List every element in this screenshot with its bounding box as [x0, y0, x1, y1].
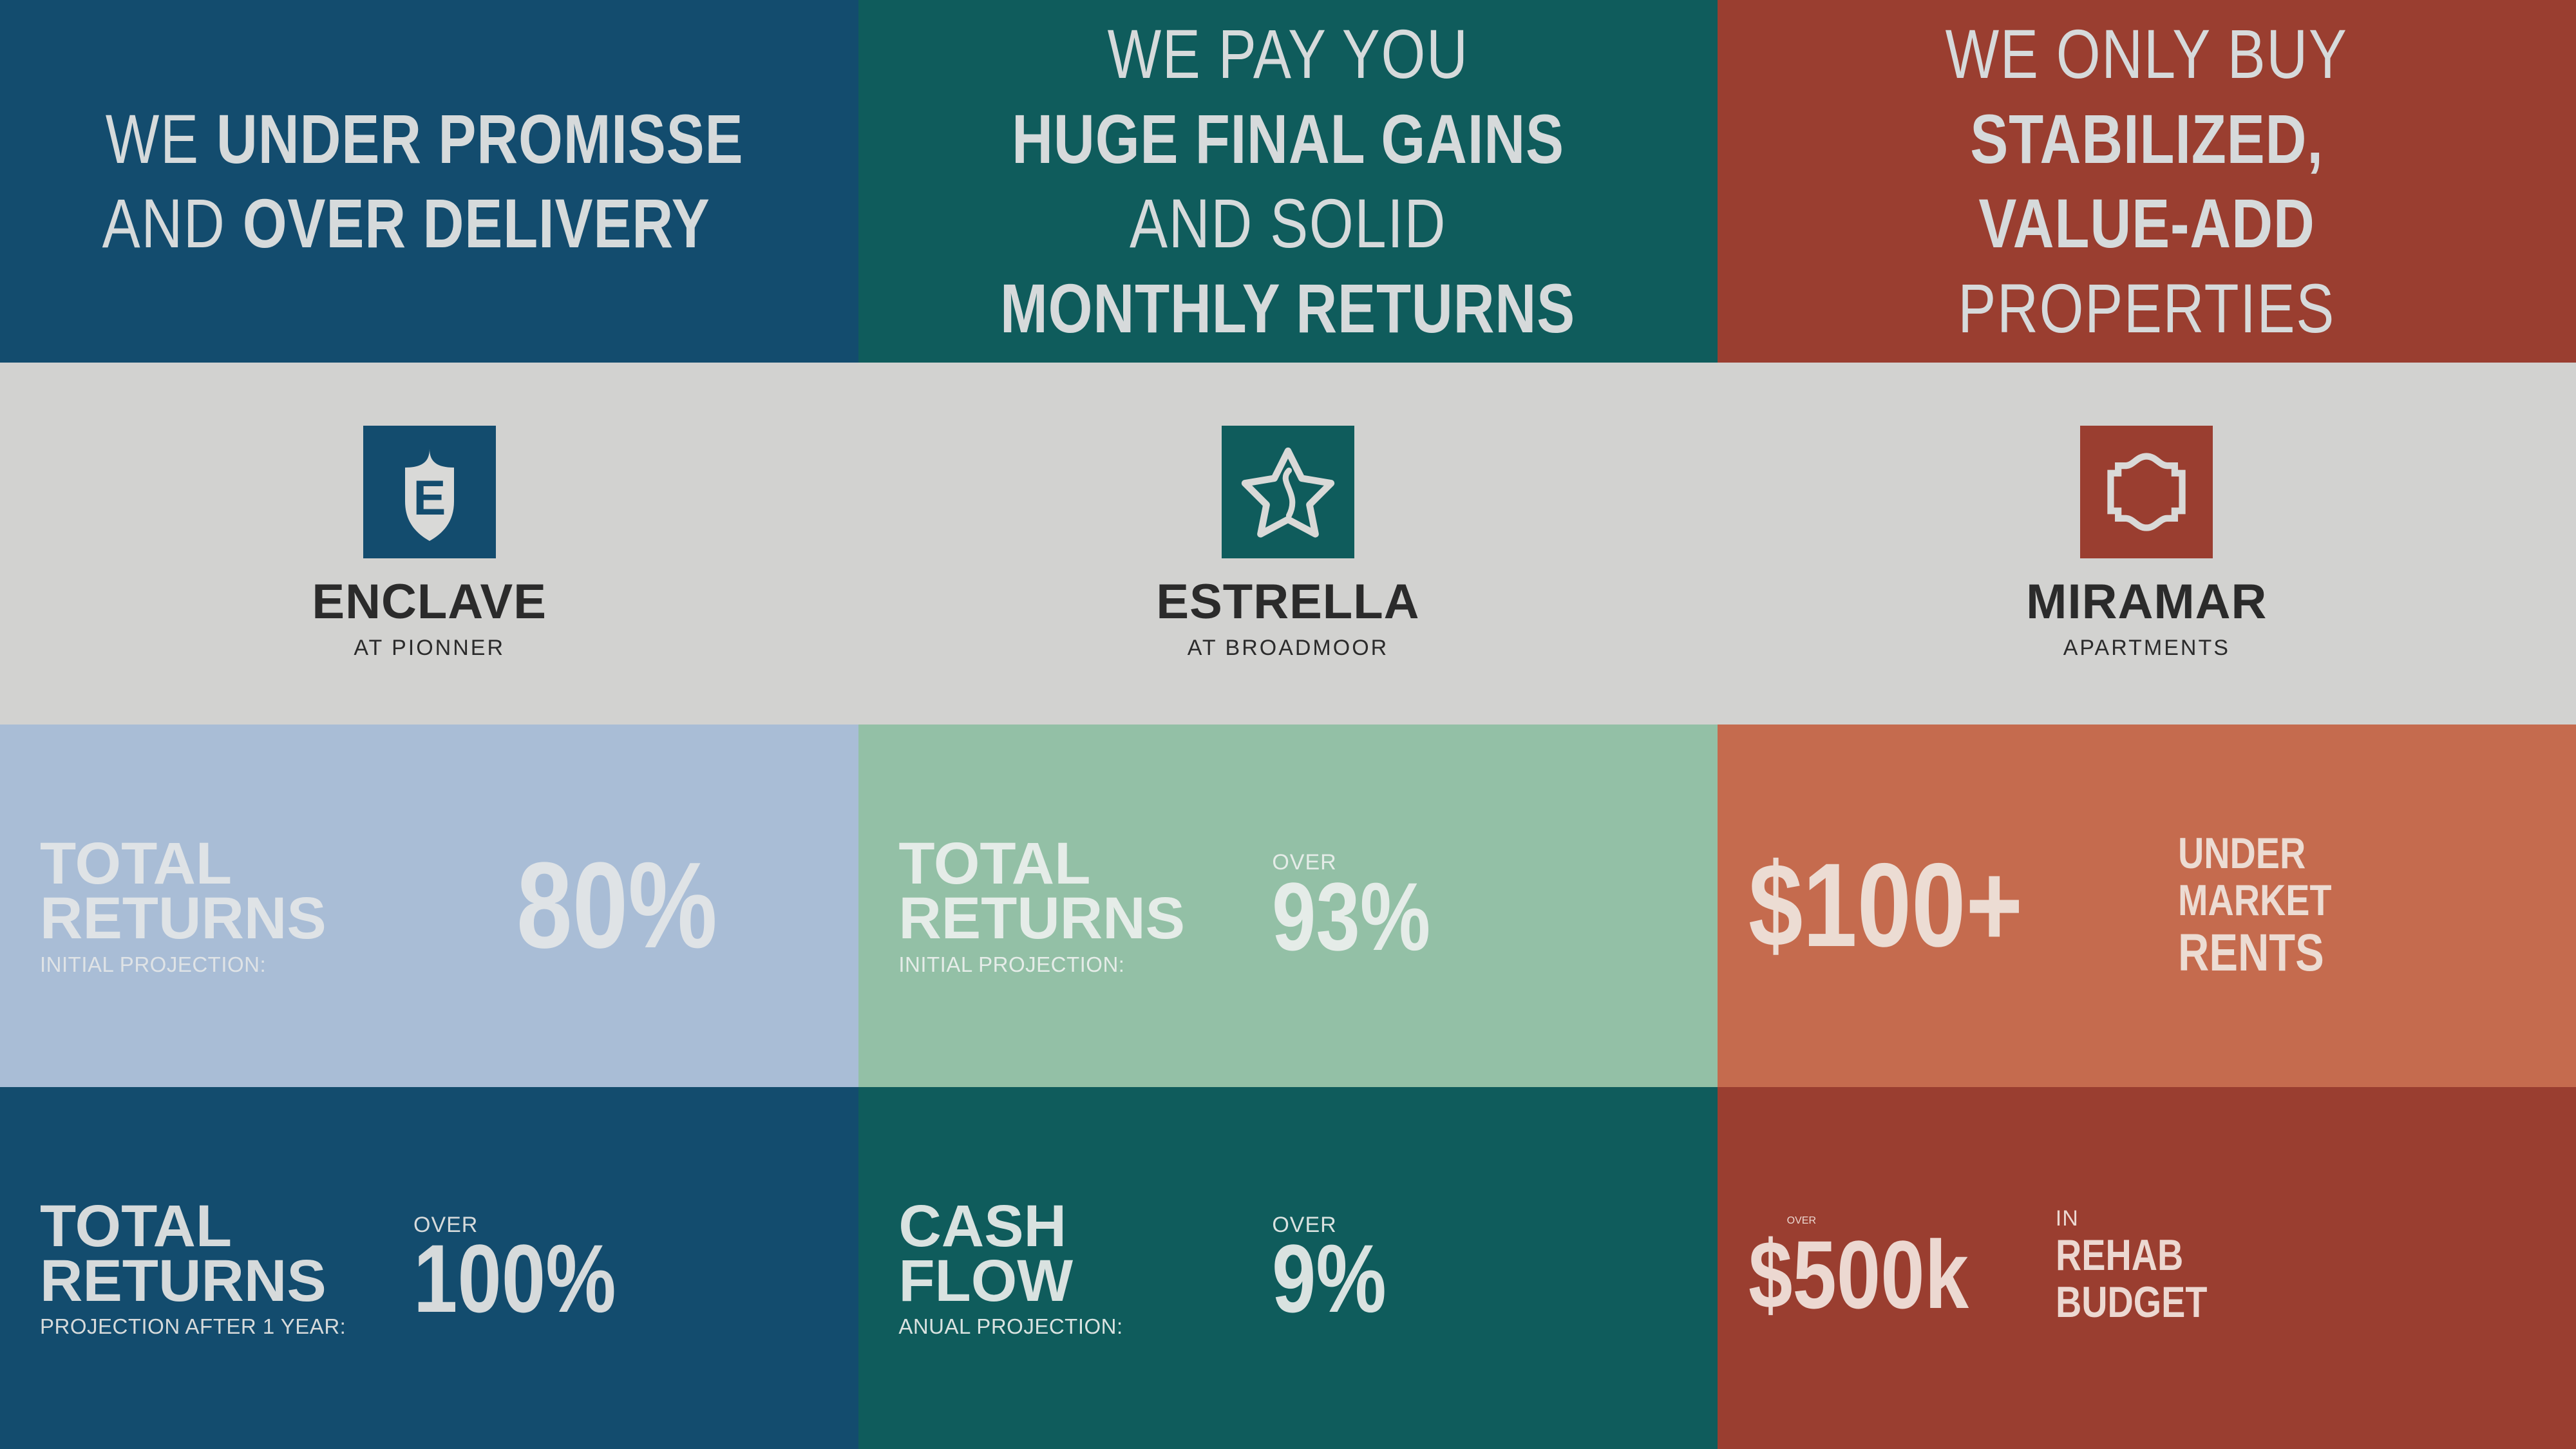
- svg-text:E: E: [413, 471, 446, 526]
